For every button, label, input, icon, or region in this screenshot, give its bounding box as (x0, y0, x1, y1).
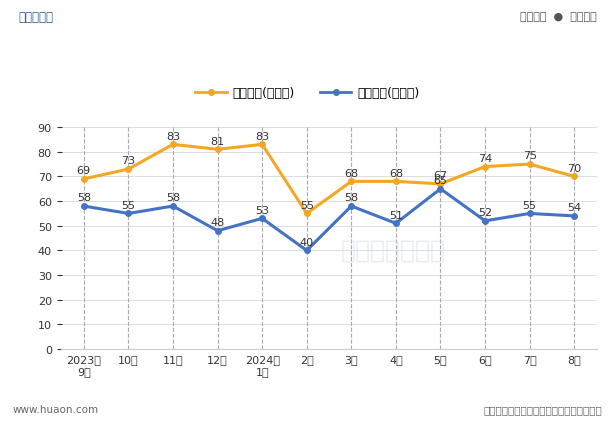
Text: 40: 40 (300, 237, 314, 247)
Legend: 出口总额(亿美元), 进口总额(亿美元): 出口总额(亿美元), 进口总额(亿美元) (190, 82, 425, 105)
Text: 华经产业研究院: 华经产业研究院 (341, 238, 446, 262)
Text: 58: 58 (344, 193, 359, 203)
Text: 69: 69 (77, 166, 91, 176)
Text: 52: 52 (478, 207, 492, 218)
Text: 67: 67 (434, 171, 448, 181)
Text: 54: 54 (567, 203, 581, 213)
Text: 83: 83 (166, 131, 180, 141)
Text: www.huaon.com: www.huaon.com (12, 404, 98, 414)
Text: 58: 58 (77, 193, 91, 203)
Text: 53: 53 (255, 205, 269, 215)
Text: 58: 58 (166, 193, 180, 203)
Text: 55: 55 (523, 200, 537, 210)
Text: 2023-2024年四川省(境内目的地/货源地)进、出口额: 2023-2024年四川省(境内目的地/货源地)进、出口额 (151, 46, 464, 64)
Text: 81: 81 (210, 136, 224, 146)
Text: 70: 70 (567, 163, 581, 173)
Text: 74: 74 (478, 153, 492, 164)
Text: 73: 73 (121, 156, 135, 166)
Text: 68: 68 (344, 168, 359, 178)
Text: 68: 68 (389, 168, 403, 178)
Text: 55: 55 (121, 200, 135, 210)
Text: 83: 83 (255, 131, 269, 141)
Text: 数据来源：中国海关；华经产业研究院整理: 数据来源：中国海关；华经产业研究院整理 (484, 404, 603, 414)
Text: 75: 75 (523, 151, 537, 161)
Text: 55: 55 (300, 200, 314, 210)
Text: 48: 48 (210, 218, 224, 227)
Text: 专业严谨  ●  客观科学: 专业严谨 ● 客观科学 (520, 12, 597, 22)
Text: 华经情报网: 华经情报网 (18, 11, 54, 23)
Text: 51: 51 (389, 210, 403, 220)
Text: 65: 65 (434, 176, 448, 186)
